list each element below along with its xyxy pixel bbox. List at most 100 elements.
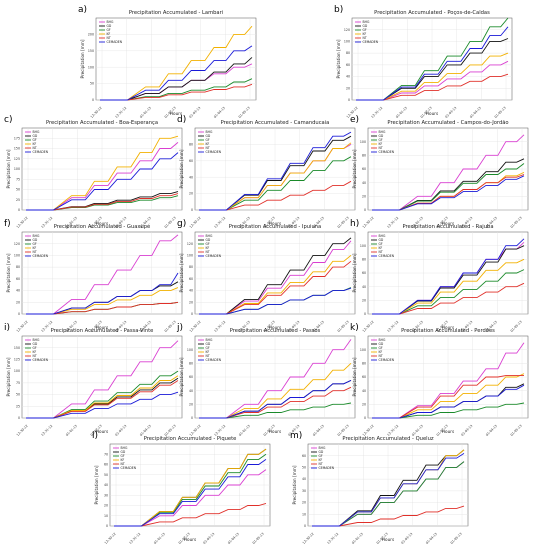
panel-label: g) xyxy=(177,219,186,229)
y-axis-label: Precipitation [mm] xyxy=(352,253,357,292)
x-tick-label: 12-31-12 xyxy=(213,424,226,437)
y-tick-label: 75 xyxy=(16,177,20,181)
legend-entry: CEMADEN xyxy=(379,358,395,362)
legend-entry: BHG xyxy=(33,338,40,342)
legend-entry: CEMADEN xyxy=(33,254,49,258)
x-tick-label: 12-30-12 xyxy=(104,532,117,545)
x-tick-label: 01-03-13 xyxy=(202,532,215,545)
legend-entry: GD xyxy=(206,238,211,242)
legend-entry: KF xyxy=(33,350,37,354)
y-tick-label: 80 xyxy=(362,153,366,157)
x-axis-label: Hours xyxy=(442,429,454,434)
x-tick-label: 01-05-13 xyxy=(164,216,177,229)
series-line-cemaden xyxy=(372,175,525,211)
series-line-nt xyxy=(26,301,179,315)
legend-entry: CEMADEN xyxy=(206,254,222,258)
series-line-nt xyxy=(114,502,267,527)
series-line-nt xyxy=(100,83,253,101)
legend-entry: BHG xyxy=(379,338,386,342)
legend-entry: GF xyxy=(363,28,367,32)
series-line-kf xyxy=(199,362,352,419)
y-tick-label: 40 xyxy=(346,75,350,79)
chart-panel-2: b) Precipitation Accumulated - Poços-de-C… xyxy=(334,5,513,119)
x-axis-label: Hours xyxy=(170,111,182,116)
x-axis-label: Hours xyxy=(96,325,108,330)
x-tick-label: 12-31-12 xyxy=(370,106,383,119)
x-tick-label: 12-30-12 xyxy=(189,320,202,333)
series-line-gd xyxy=(100,57,253,101)
y-tick-label: 0 xyxy=(364,208,366,212)
legend-entry: GD xyxy=(33,342,38,346)
x-tick-label: 01-03-13 xyxy=(444,106,457,119)
y-tick-label: 50 xyxy=(16,188,20,192)
series-line-gd xyxy=(199,237,352,315)
x-axis-label: Hours xyxy=(184,537,196,542)
y-tick-label: 20 xyxy=(189,192,193,196)
legend-entry: KF xyxy=(379,350,383,354)
legend-entry: KF xyxy=(206,142,210,146)
y-tick-label: 60 xyxy=(346,63,350,67)
x-axis-label: Hours xyxy=(269,429,281,434)
y-axis-label: Precipitation [mm] xyxy=(352,357,357,396)
series-line-nt xyxy=(199,260,352,315)
y-tick-label: 0 xyxy=(348,98,350,102)
chart-panel-9: i) Precipitation Accumulated - Passa-Vint… xyxy=(4,323,183,437)
panel-label: f) xyxy=(4,219,11,229)
chart-panel-1: a) Precipitation Accumulated - Lambari 0 50… xyxy=(78,5,257,119)
legend-entry: CEMADEN xyxy=(206,150,222,154)
x-tick-label: 01-01-13 xyxy=(351,532,364,545)
legend-entry: BHG xyxy=(121,446,128,450)
x-tick-label: 12-31-12 xyxy=(386,320,399,333)
y-tick-label: 80 xyxy=(189,361,193,365)
series-line-bhg xyxy=(114,469,267,527)
y-tick-label: 40 xyxy=(189,289,193,293)
y-tick-label: 30 xyxy=(302,489,306,493)
y-tick-label: 150 xyxy=(88,49,94,53)
series-line-gf xyxy=(114,453,267,527)
panel-label: d) xyxy=(177,115,186,125)
y-tick-label: 175 xyxy=(14,136,20,140)
legend-entry: KF xyxy=(206,246,210,250)
legend-entry: GD xyxy=(107,24,112,28)
x-tick-label: 12-31-12 xyxy=(40,216,53,229)
y-axis-label: Precipitation [mm] xyxy=(179,357,184,396)
y-tick-label: 25 xyxy=(16,198,20,202)
x-tick-label: 01-05-13 xyxy=(510,320,523,333)
series-line-bhg xyxy=(26,142,179,211)
series-line-kf xyxy=(114,448,267,527)
legend-entry: BHG xyxy=(107,20,114,24)
chart-panel-11: k) Precipitation Accumulated - Perdões 0 20… xyxy=(350,323,529,437)
series-line-gd xyxy=(372,158,525,211)
x-tick-label: 12-31-12 xyxy=(386,424,399,437)
legend-entry: NT xyxy=(33,354,37,358)
panel-label: k) xyxy=(350,323,359,333)
chart-title: Precipitation Accumulated - Passa-Vinte xyxy=(51,328,154,334)
x-axis-label: Hours xyxy=(269,221,281,226)
legend-entry: BHG xyxy=(33,234,40,238)
y-tick-label: 10 xyxy=(302,512,306,516)
chart-panel-4: d) Precipitation Accumulated - Camanducai… xyxy=(177,115,356,229)
y-tick-label: 0 xyxy=(191,312,193,316)
chart-panel-5: e) Precipitation Accumulated - Campos-do-… xyxy=(350,115,529,229)
x-tick-label: 01-05-13 xyxy=(337,320,350,333)
series-line-kf xyxy=(26,375,179,419)
y-tick-label: 0 xyxy=(364,312,366,316)
legend-entry: CEMADEN xyxy=(121,466,137,470)
legend-entry: GF xyxy=(121,454,125,458)
series-line-nt xyxy=(199,180,352,211)
y-tick-label: 60 xyxy=(16,277,20,281)
legend-entry: CEMADEN xyxy=(206,358,222,362)
chart-title: Precipitation Accumulated - Ipuiuna xyxy=(229,224,321,230)
y-tick-label: 100 xyxy=(187,348,193,352)
y-axis-label: Precipitation [mm] xyxy=(352,149,357,188)
x-tick-label: 01-04-13 xyxy=(139,424,152,437)
legend-entry: GF xyxy=(379,138,383,142)
y-tick-label: 60 xyxy=(104,463,108,467)
y-tick-label: 30 xyxy=(104,493,108,497)
series-line-cemaden xyxy=(26,391,179,419)
legend-entry: CEMADEN xyxy=(107,40,123,44)
